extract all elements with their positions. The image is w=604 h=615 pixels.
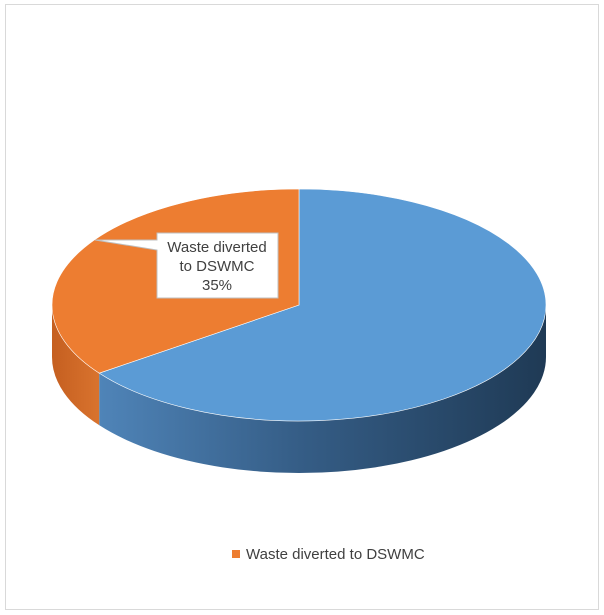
legend-label: Waste diverted to DSWMC <box>246 545 425 563</box>
data-label-callout <box>94 232 279 299</box>
pie-slice-side-0-0 <box>99 305 547 474</box>
legend: Waste diverted to DSWMC <box>232 544 425 564</box>
legend-swatch <box>232 550 240 558</box>
data-label-name-line2: to DSWMC <box>180 258 255 275</box>
data-label-value: 35% <box>202 277 232 294</box>
pie-slice-side-1-0 <box>52 305 100 426</box>
data-label-name-line1: Waste diverted <box>167 239 267 256</box>
pie-group <box>51 188 547 474</box>
pie-slice-0 <box>98 188 547 422</box>
data-label-group: Waste diverted to DSWMC 35% <box>94 232 279 299</box>
